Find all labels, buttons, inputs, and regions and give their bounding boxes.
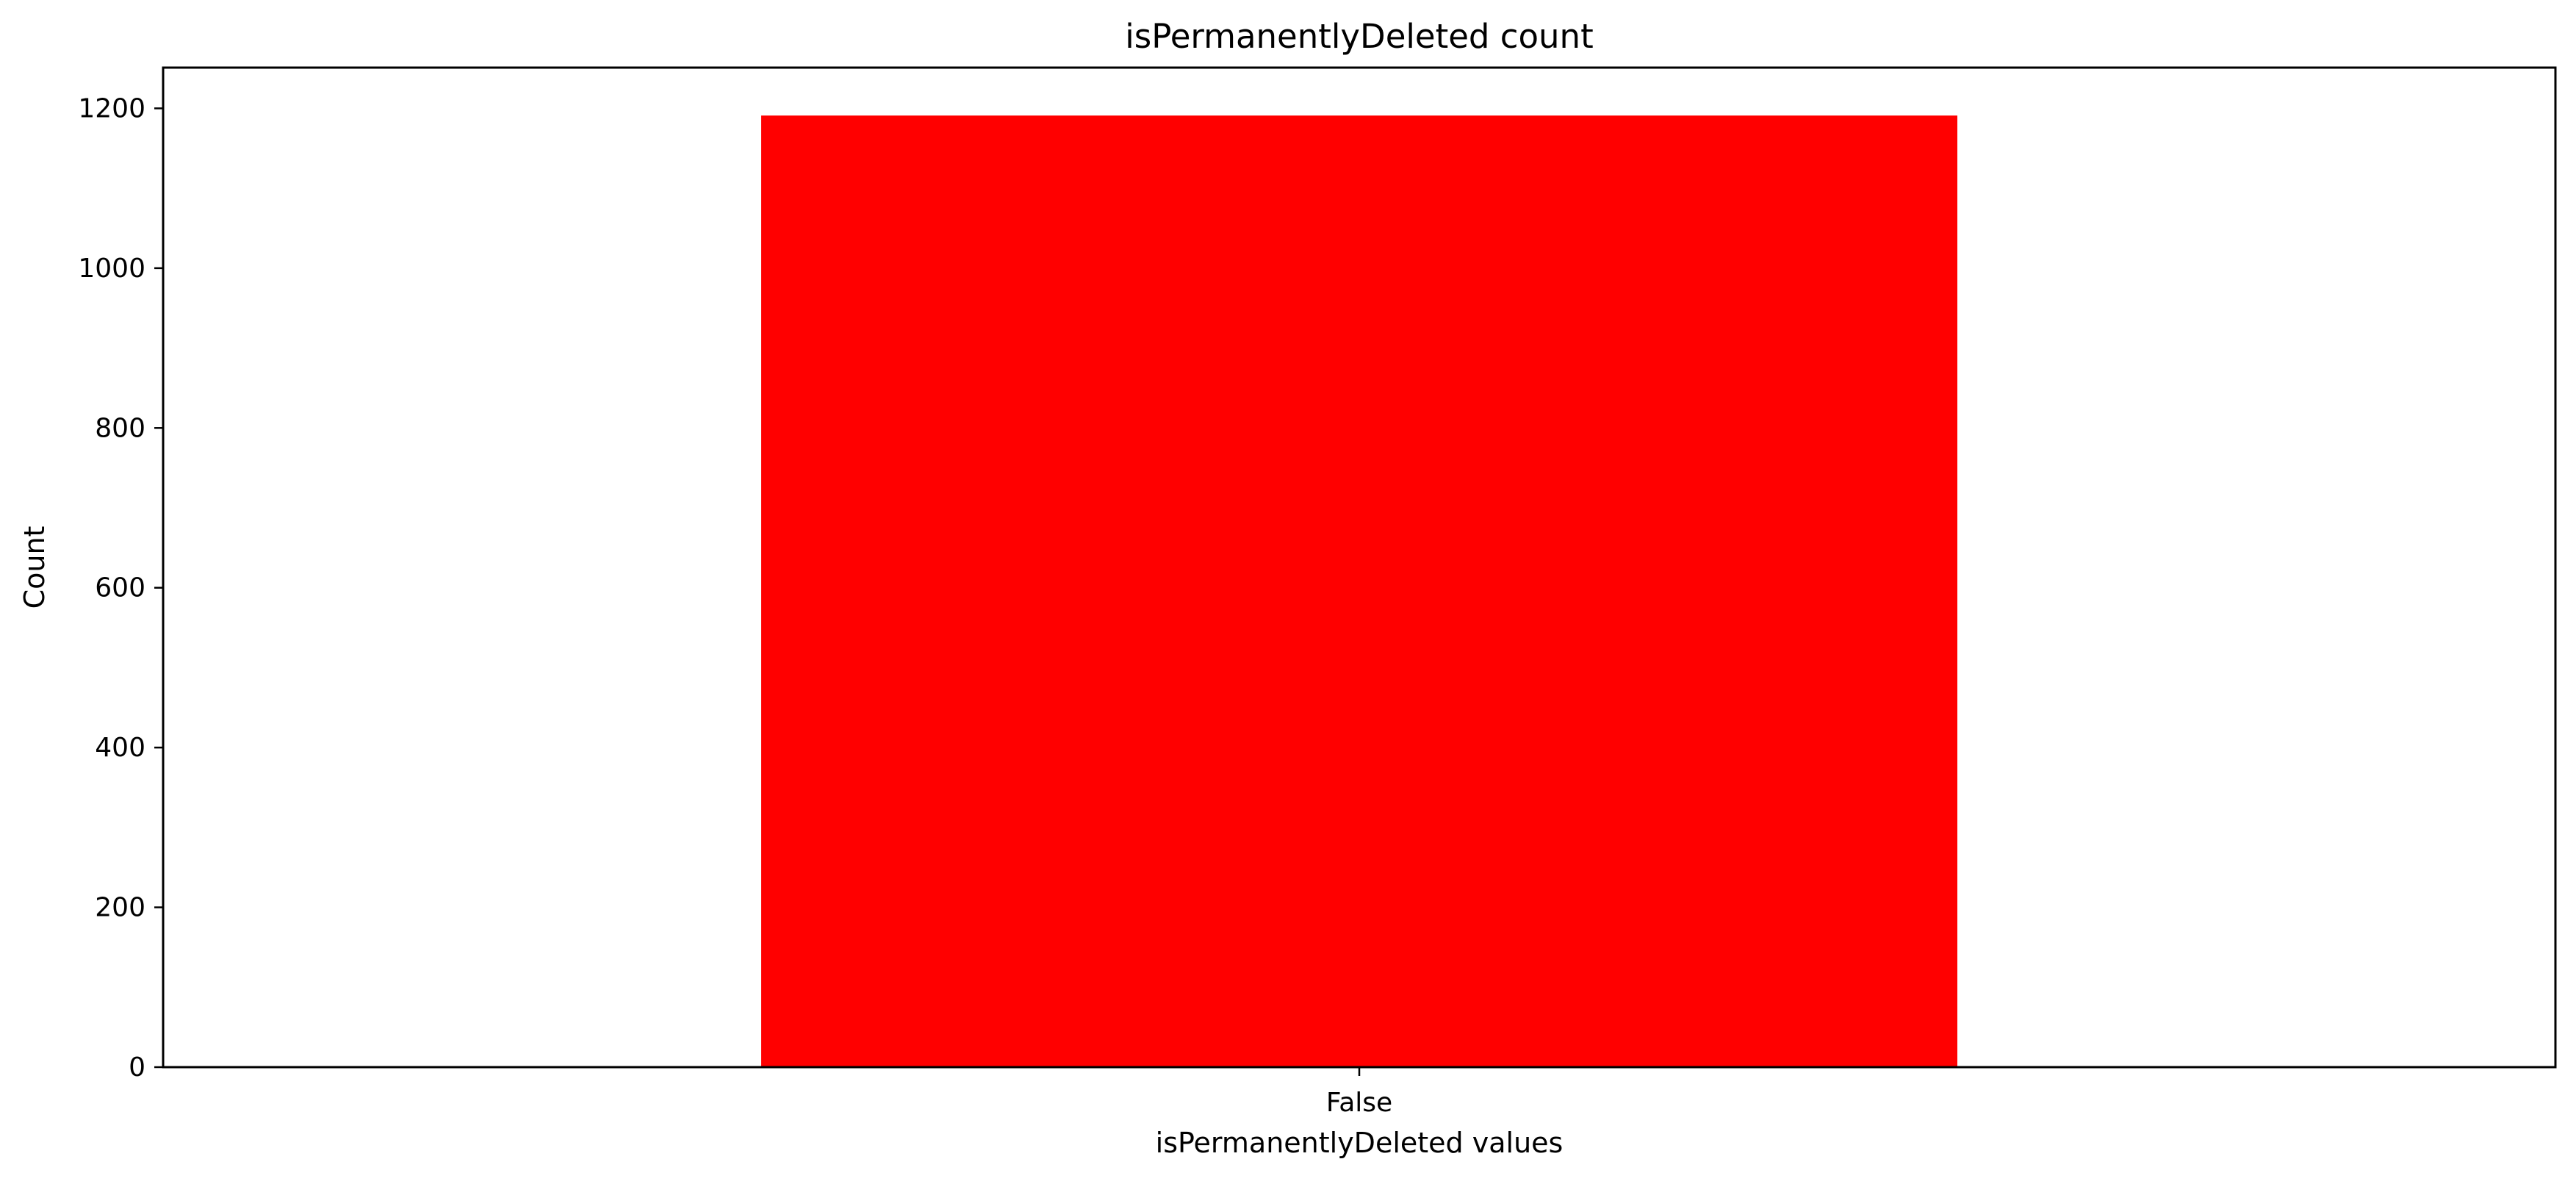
x-axis-ticks: False — [1326, 1067, 1392, 1118]
y-tick-label: 1200 — [78, 93, 145, 123]
y-tick-label: 600 — [95, 573, 145, 603]
y-tick-label: 400 — [95, 733, 145, 763]
y-tick-label: 1000 — [78, 254, 145, 284]
x-axis-label: isPermanentlyDeleted values — [1156, 1127, 1564, 1159]
y-tick-label: 0 — [129, 1052, 145, 1083]
y-tick-label: 200 — [95, 893, 145, 923]
x-tick-label: False — [1326, 1088, 1392, 1118]
y-tick-label: 800 — [95, 413, 145, 443]
y-axis-label: Count — [18, 526, 51, 609]
y-axis-ticks: 0 200 400 600 800 1000 1200 — [78, 93, 163, 1083]
bar-false — [761, 115, 1957, 1068]
chart-title: isPermanentlyDeleted count — [1125, 17, 1593, 56]
bars-group — [761, 115, 1957, 1068]
